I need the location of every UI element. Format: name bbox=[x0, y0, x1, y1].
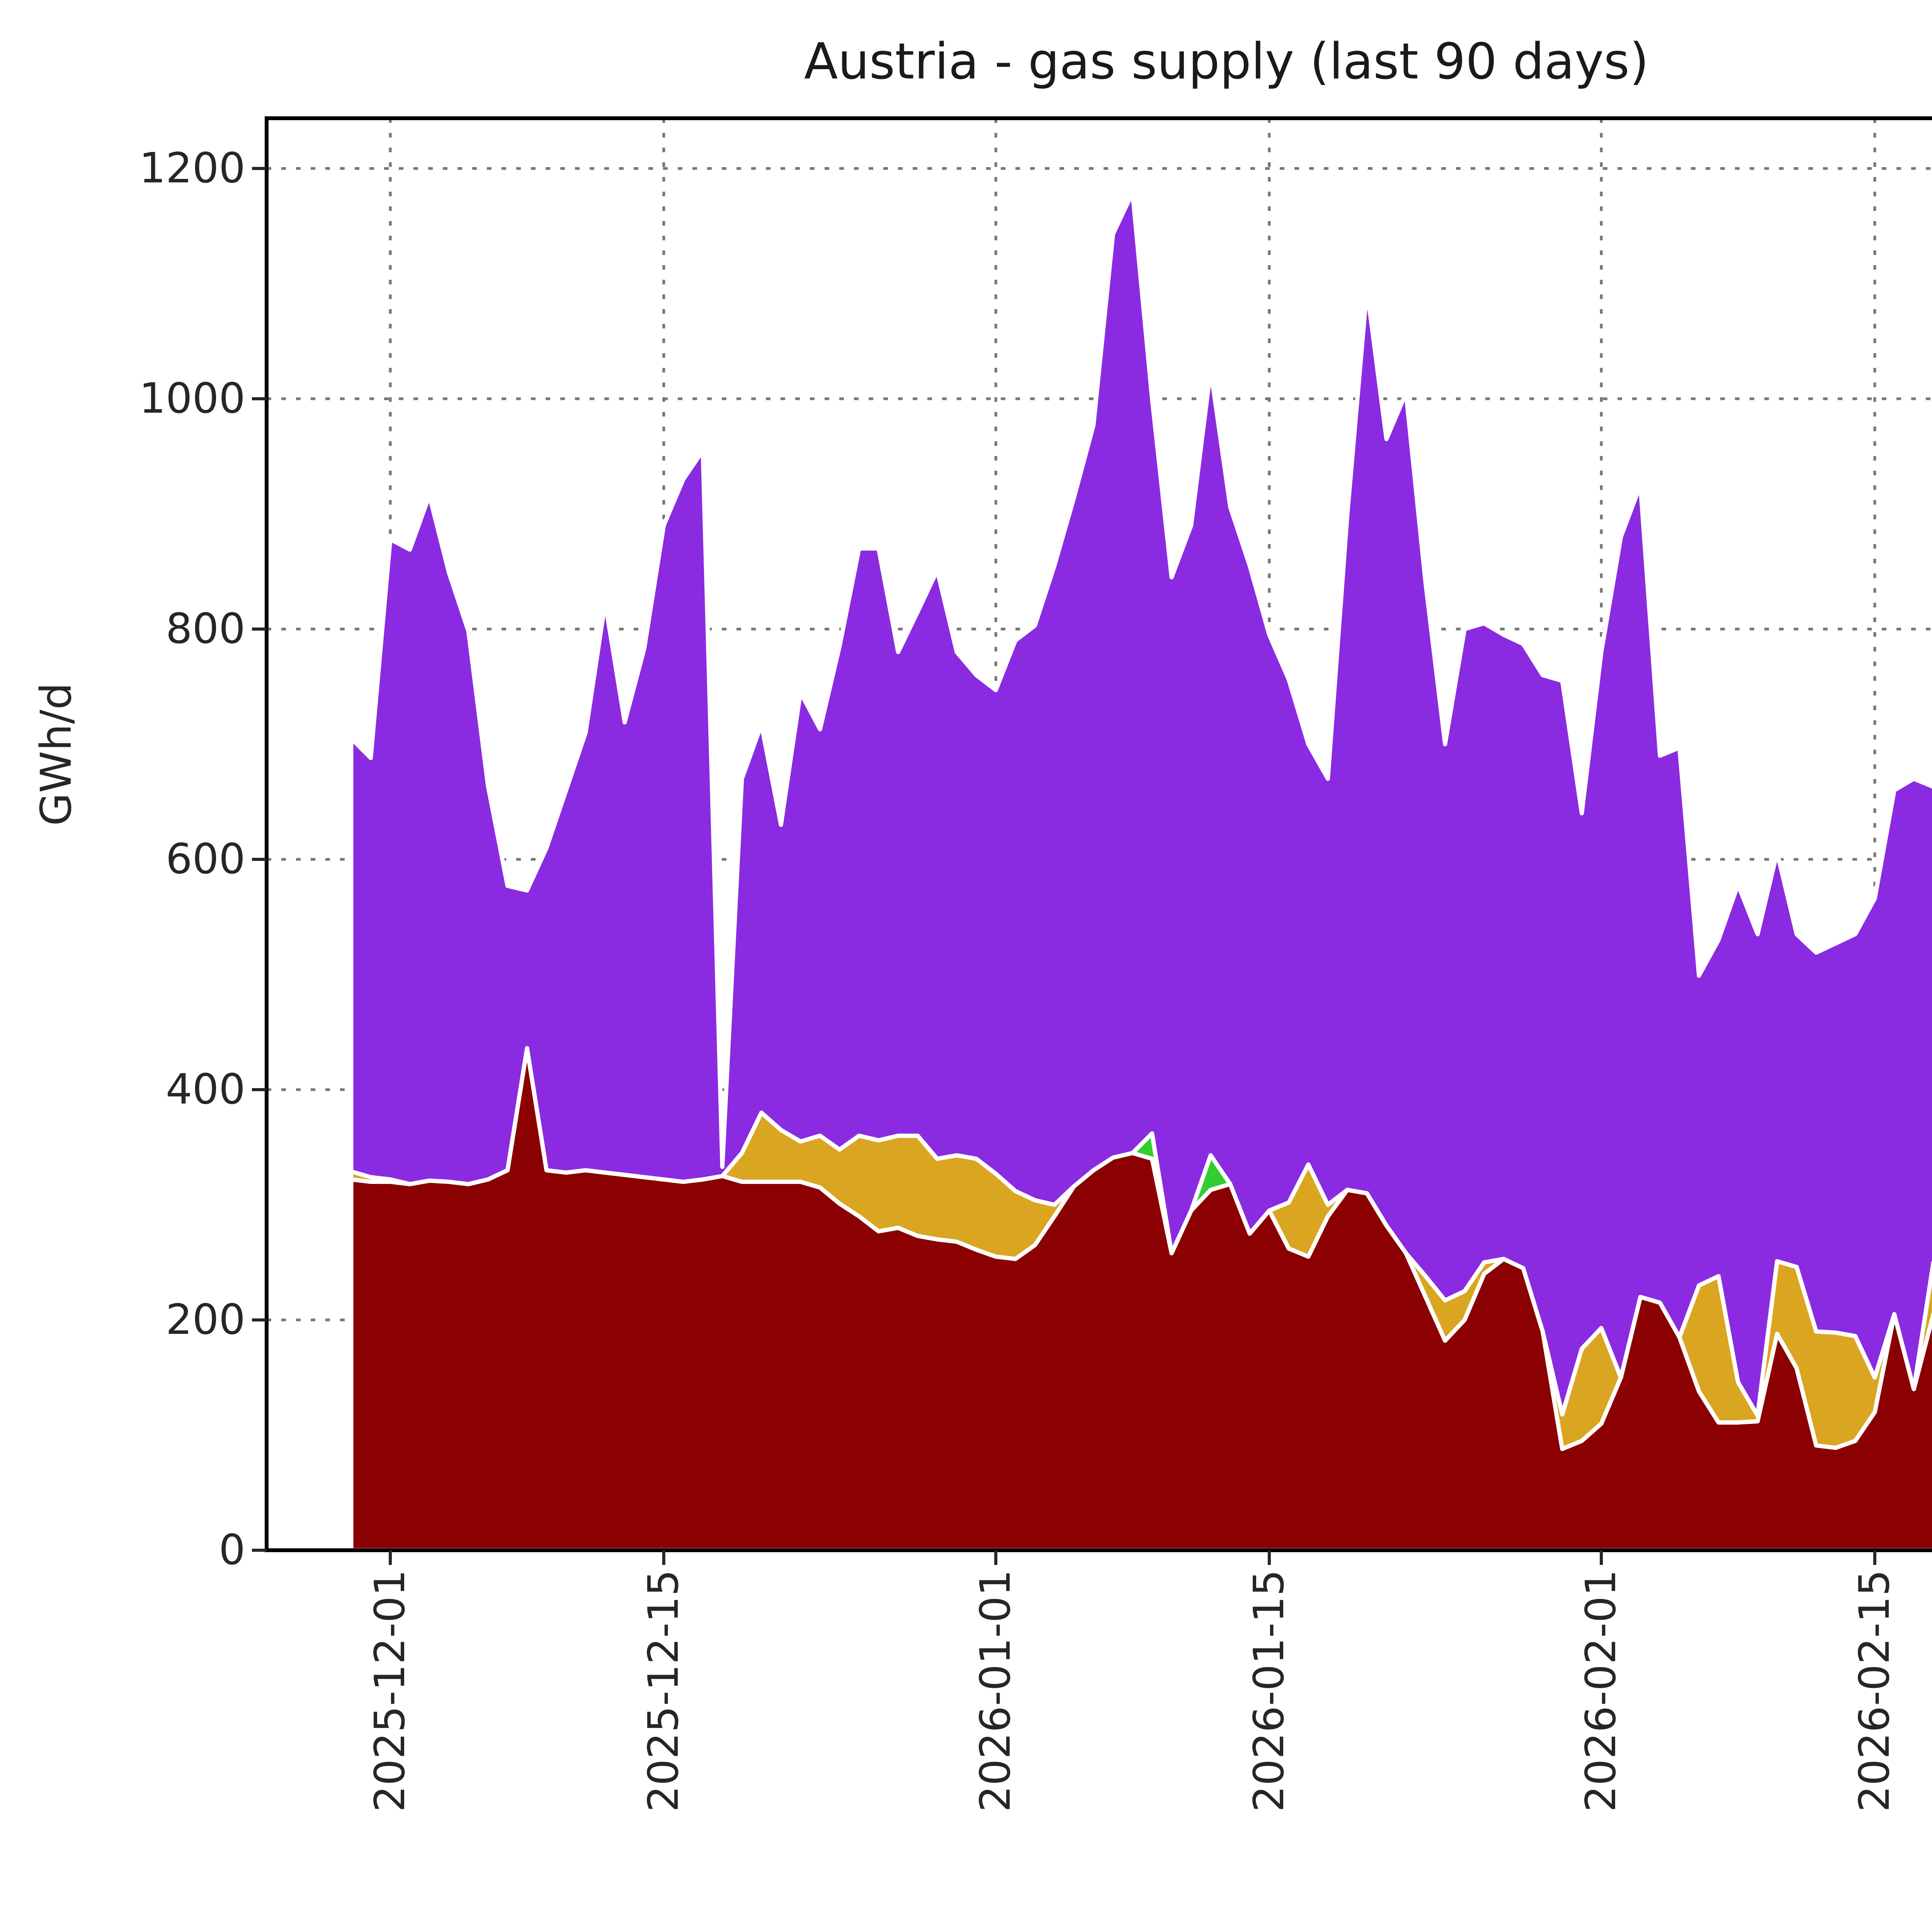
xtick-2026-01-15: 2026-01-15 bbox=[1245, 1570, 1293, 1812]
ytick-1000: 1000 bbox=[139, 374, 245, 423]
xtick-2026-01-01: 2026-01-01 bbox=[971, 1570, 1020, 1812]
y-axis-label: GWh/d bbox=[31, 682, 81, 826]
ytick-1200: 1200 bbox=[139, 144, 245, 192]
ytick-400: 400 bbox=[165, 1065, 245, 1114]
xtick-2025-12-15: 2025-12-15 bbox=[639, 1570, 688, 1812]
ytick-800: 800 bbox=[165, 605, 245, 653]
ytick-600: 600 bbox=[165, 835, 245, 883]
xtick-2026-02-15: 2026-02-15 bbox=[1850, 1570, 1899, 1812]
ytick-0: 0 bbox=[219, 1526, 245, 1574]
xtick-2026-02-01: 2026-02-01 bbox=[1577, 1570, 1626, 1812]
ytick-200: 200 bbox=[165, 1296, 245, 1344]
chart-title: Austria - gas supply (last 90 days) bbox=[804, 33, 1649, 90]
xtick-2025-12-01: 2025-12-01 bbox=[366, 1570, 415, 1812]
